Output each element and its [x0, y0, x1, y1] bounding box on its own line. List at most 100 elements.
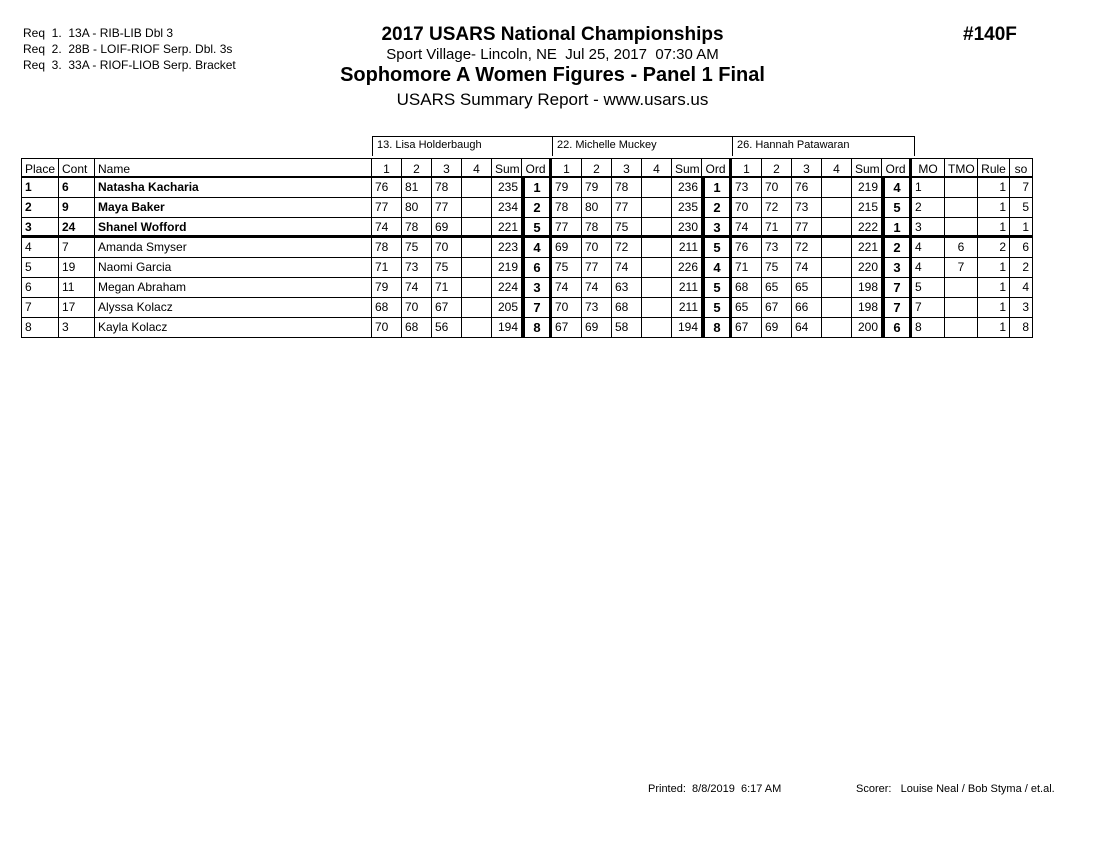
cell: 63	[612, 278, 642, 298]
cell: 194	[672, 318, 702, 338]
cell: 17	[59, 298, 95, 318]
column-header: Ord	[702, 158, 732, 178]
cell: Kayla Kolacz	[95, 318, 372, 338]
cell: 78	[612, 178, 642, 198]
cell: 8	[912, 318, 945, 338]
cell: Shanel Wofford	[95, 218, 372, 238]
cell: 222	[852, 218, 882, 238]
cell: 223	[492, 238, 522, 258]
cell: 79	[372, 278, 402, 298]
cell: 73	[732, 178, 762, 198]
cell: 71	[732, 258, 762, 278]
cell: 3	[21, 218, 59, 238]
column-header: Sum	[672, 158, 702, 178]
judge-header: 22. Michelle Muckey	[552, 136, 732, 156]
cell: 74	[792, 258, 822, 278]
column-header: 3	[432, 158, 462, 178]
cell: 74	[402, 278, 432, 298]
cell: 235	[672, 198, 702, 218]
cell	[642, 318, 672, 338]
cell	[462, 218, 492, 238]
cell: 79	[582, 178, 612, 198]
cell: 5	[912, 278, 945, 298]
cell: 4	[912, 258, 945, 278]
cell	[822, 218, 852, 238]
cell: 66	[792, 298, 822, 318]
cell: 7	[882, 278, 912, 298]
cell: 80	[582, 198, 612, 218]
cell: 76	[732, 238, 762, 258]
cell: 230	[672, 218, 702, 238]
cell: 19	[59, 258, 95, 278]
cell: 3	[522, 278, 552, 298]
cell: 77	[432, 198, 462, 218]
cell: 24	[59, 218, 95, 238]
cell: 69	[432, 218, 462, 238]
cell: 198	[852, 298, 882, 318]
cell: 4	[522, 238, 552, 258]
cell: 1	[882, 218, 912, 238]
cell: 75	[762, 258, 792, 278]
column-header: Sum	[852, 158, 882, 178]
cell: 78	[432, 178, 462, 198]
cell	[822, 318, 852, 338]
cell: 70	[762, 178, 792, 198]
cell: 1	[978, 318, 1010, 338]
report: USARS Summary Report - www.usars.us	[396, 90, 709, 109]
cell	[945, 218, 978, 238]
column-header: Ord	[522, 158, 552, 178]
cell	[462, 198, 492, 218]
requirement: Req 3. 33A - RIOF-LIOB Serp. Bracket	[23, 58, 236, 72]
cell: 7	[1010, 178, 1033, 198]
cell	[642, 238, 672, 258]
cell: 4	[882, 178, 912, 198]
cell: Megan Abraham	[95, 278, 372, 298]
cell: 9	[59, 198, 95, 218]
cell: 72	[612, 238, 642, 258]
cell: 5	[702, 278, 732, 298]
cell: 7	[59, 238, 95, 258]
cell: 6	[522, 258, 552, 278]
cell: 71	[762, 218, 792, 238]
column-header: 1	[372, 158, 402, 178]
cell: 73	[582, 298, 612, 318]
cell: 68	[732, 278, 762, 298]
cell: 78	[402, 218, 432, 238]
cell: 2	[882, 238, 912, 258]
cell	[642, 298, 672, 318]
cell: 1	[21, 178, 59, 198]
cell	[822, 238, 852, 258]
cell: 211	[672, 238, 702, 258]
column-header: Ord	[882, 158, 912, 178]
cell: 3	[1010, 298, 1033, 318]
cell: 200	[852, 318, 882, 338]
cell: 68	[372, 298, 402, 318]
cell: 5	[21, 258, 59, 278]
requirement: Req 1. 13A - RIB-LIB Dbl 3	[23, 26, 174, 40]
cell: 69	[762, 318, 792, 338]
cell: 58	[612, 318, 642, 338]
cell: 78	[552, 198, 582, 218]
cell: 3	[702, 218, 732, 238]
column-header: 4	[822, 158, 852, 178]
cell: Natasha Kacharia	[95, 178, 372, 198]
cell: 75	[612, 218, 642, 238]
cell: 70	[552, 298, 582, 318]
judge-header: 26. Hannah Patawaran	[732, 136, 915, 156]
cell: 8	[1010, 318, 1033, 338]
cell	[642, 198, 672, 218]
cell: 1	[978, 198, 1010, 218]
cell	[945, 278, 978, 298]
cell: 234	[492, 198, 522, 218]
cell: 221	[852, 238, 882, 258]
cell: 1	[978, 278, 1010, 298]
cell: 65	[732, 298, 762, 318]
cell	[945, 198, 978, 218]
cell	[642, 258, 672, 278]
cell: 76	[372, 178, 402, 198]
title: 2017 USARS National Championships	[381, 24, 724, 45]
cell: 68	[612, 298, 642, 318]
cell: 5	[702, 298, 732, 318]
cell: 67	[432, 298, 462, 318]
